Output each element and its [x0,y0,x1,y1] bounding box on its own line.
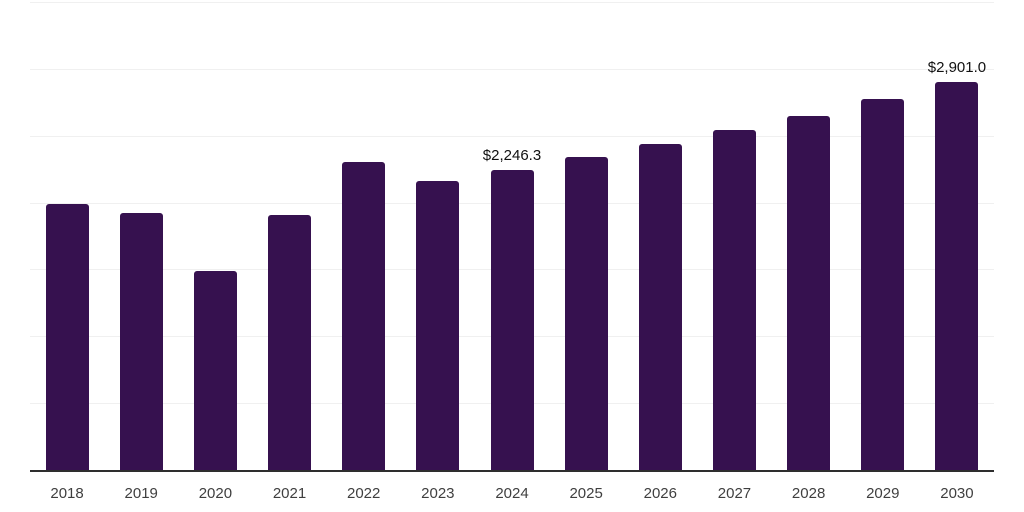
x-tick-2018: 2018 [50,485,84,502]
data-label-2030: $2,901.0 [927,59,987,77]
bar-2018 [45,203,89,470]
x-tick-2019: 2019 [124,485,158,502]
bar-2019 [119,213,163,470]
bar-2028 [787,115,831,470]
x-tick-2024: 2024 [495,485,529,502]
bar-2022 [342,162,386,470]
bar-2024 [490,169,534,470]
bar-2026 [638,144,682,470]
data-label-2024: $2,246.3 [482,146,542,164]
x-tick-2020: 2020 [198,485,233,502]
bar-2023 [416,180,460,470]
gridline-3000 [30,68,994,70]
gridline-2500 [30,135,994,137]
x-tick-2022: 2022 [347,485,381,502]
x-tick-2021: 2021 [272,485,307,502]
bar-2020 [193,270,237,470]
x-tick-2025: 2025 [569,485,603,502]
x-tick-2027: 2027 [717,485,752,502]
bar-2029 [861,98,905,470]
x-axis-line [30,470,994,472]
x-tick-2028: 2028 [791,485,826,502]
bar-2027 [712,130,756,470]
bar-2025 [564,157,608,470]
x-tick-2026: 2026 [643,485,677,502]
x-tick-2023: 2023 [421,485,455,502]
x-tick-2030: 2030 [940,485,974,502]
gridline-3500 [30,2,994,3]
bar-2030 [935,82,979,470]
x-tick-2029: 2029 [866,485,900,502]
bar-2021 [268,215,312,470]
